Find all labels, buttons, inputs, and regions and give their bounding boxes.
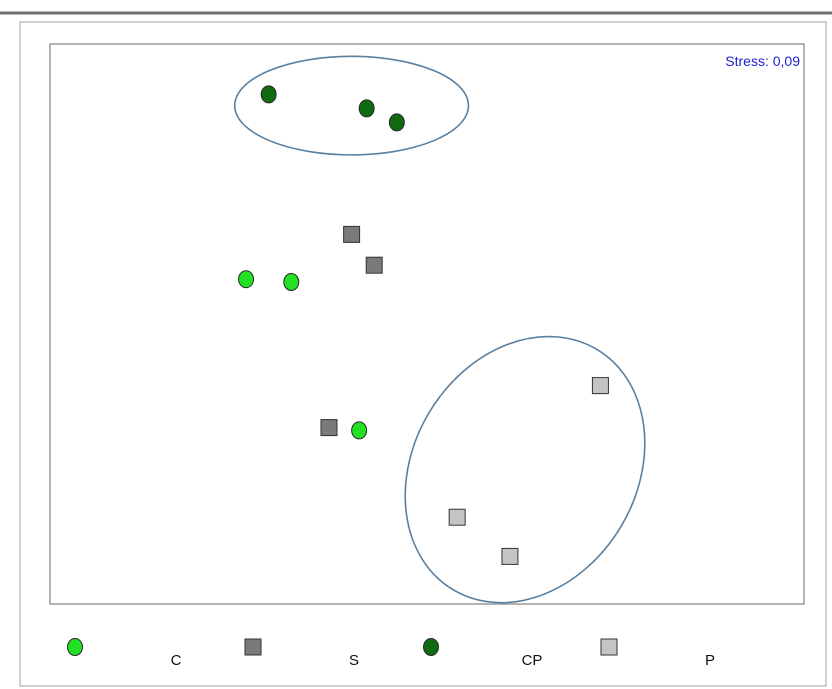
legend-marker-p bbox=[600, 638, 618, 656]
point-s bbox=[365, 256, 383, 274]
legend-label-cp: CP bbox=[522, 652, 543, 669]
plot-box bbox=[49, 43, 805, 605]
stress-annotation: Stress: 0,09 bbox=[725, 53, 800, 69]
point-p bbox=[448, 508, 466, 526]
legend: C S CP P bbox=[67, 638, 715, 669]
group-ellipse-cp bbox=[233, 55, 470, 156]
point-s bbox=[343, 225, 361, 243]
legend-label-p: P bbox=[705, 652, 715, 669]
legend-marker-c bbox=[67, 638, 83, 656]
point-c bbox=[351, 421, 368, 440]
legend-marker-cp bbox=[423, 638, 439, 656]
data-points bbox=[238, 85, 609, 565]
point-c bbox=[238, 270, 255, 289]
point-cp bbox=[358, 99, 375, 118]
group-ellipse-p bbox=[404, 335, 646, 604]
group-ellipses bbox=[233, 55, 646, 604]
legend-label-c: C bbox=[171, 652, 182, 669]
legend-marker-s bbox=[244, 638, 262, 656]
point-p bbox=[591, 377, 609, 395]
point-cp bbox=[260, 85, 277, 104]
point-p bbox=[501, 547, 519, 565]
point-s bbox=[320, 419, 338, 437]
point-cp bbox=[388, 113, 405, 132]
legend-label-s: S bbox=[349, 652, 359, 669]
point-c bbox=[283, 273, 300, 291]
